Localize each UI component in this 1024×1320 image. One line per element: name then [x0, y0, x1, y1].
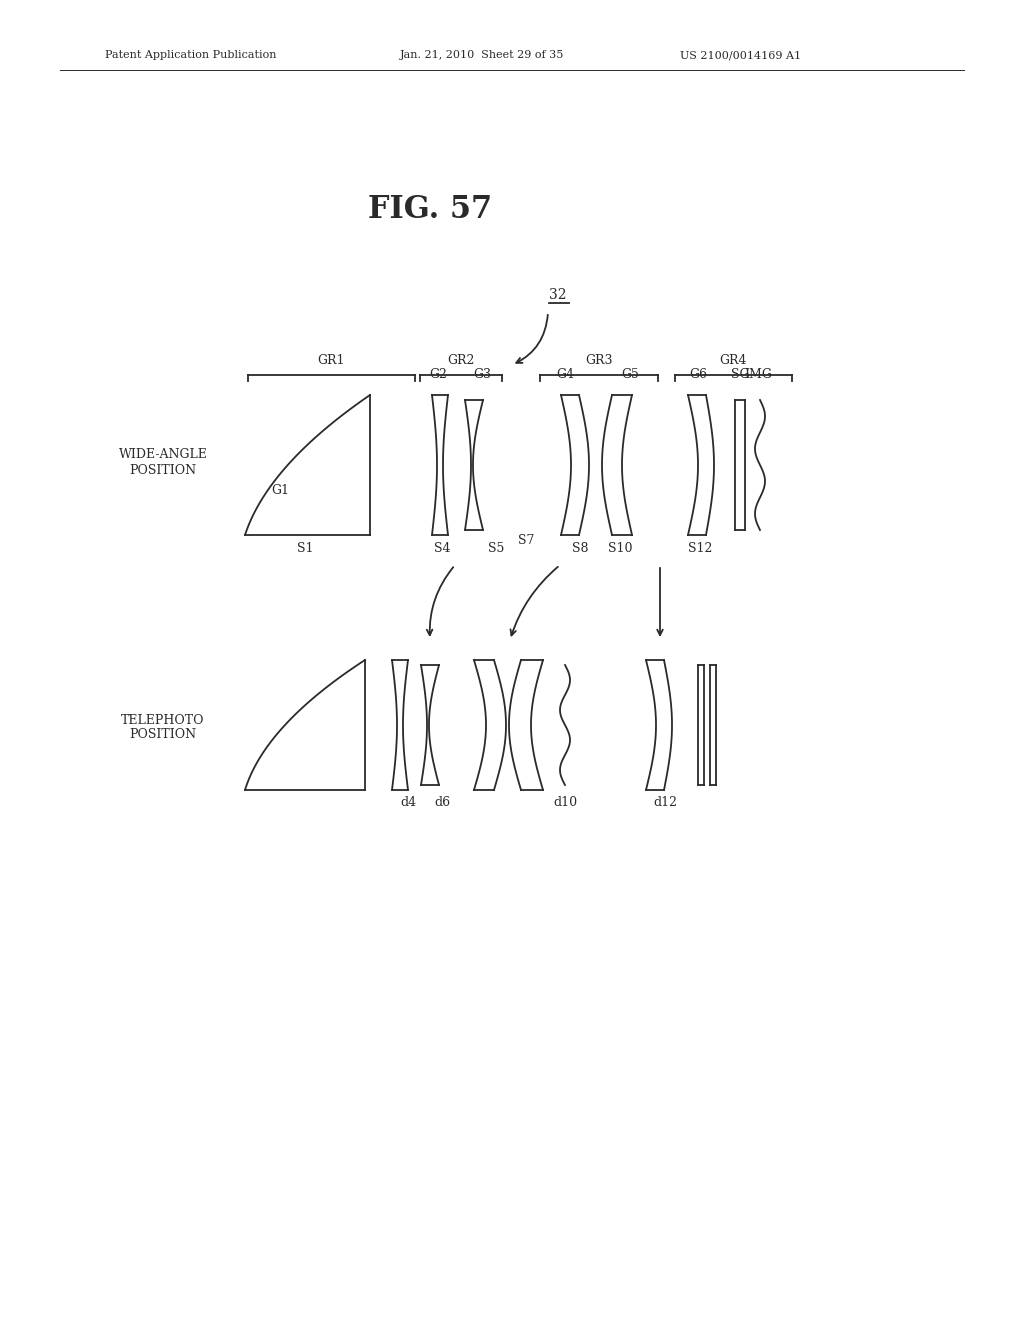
Text: G5: G5 [622, 368, 639, 381]
Text: GR3: GR3 [586, 354, 612, 367]
Text: S12: S12 [688, 541, 712, 554]
Text: S5: S5 [487, 541, 504, 554]
Text: S1: S1 [297, 541, 313, 554]
Text: GR2: GR2 [447, 354, 475, 367]
Text: SG: SG [731, 368, 750, 381]
Text: d4: d4 [400, 796, 416, 809]
Text: S10: S10 [608, 541, 632, 554]
Text: TELEPHOTO: TELEPHOTO [121, 714, 205, 726]
Text: GR4: GR4 [720, 354, 748, 367]
Text: d10: d10 [553, 796, 578, 809]
Text: IMG: IMG [744, 368, 772, 381]
Text: GR1: GR1 [317, 354, 345, 367]
Text: G2: G2 [429, 368, 446, 381]
Text: G3: G3 [473, 368, 490, 381]
Text: POSITION: POSITION [129, 729, 197, 742]
Text: d6: d6 [434, 796, 451, 809]
Text: 32: 32 [549, 288, 566, 302]
Text: d12: d12 [653, 796, 677, 809]
Text: WIDE-ANGLE: WIDE-ANGLE [119, 449, 208, 462]
Text: G6: G6 [689, 368, 707, 381]
Text: S8: S8 [571, 541, 588, 554]
Text: FIG. 57: FIG. 57 [368, 194, 493, 226]
Text: POSITION: POSITION [129, 463, 197, 477]
Text: S4: S4 [434, 541, 451, 554]
Text: G4: G4 [556, 368, 574, 381]
Text: Jan. 21, 2010  Sheet 29 of 35: Jan. 21, 2010 Sheet 29 of 35 [400, 50, 564, 59]
Text: US 2100/0014169 A1: US 2100/0014169 A1 [680, 50, 801, 59]
Text: G1: G1 [271, 483, 289, 496]
Text: Patent Application Publication: Patent Application Publication [105, 50, 276, 59]
Text: S7: S7 [518, 533, 535, 546]
